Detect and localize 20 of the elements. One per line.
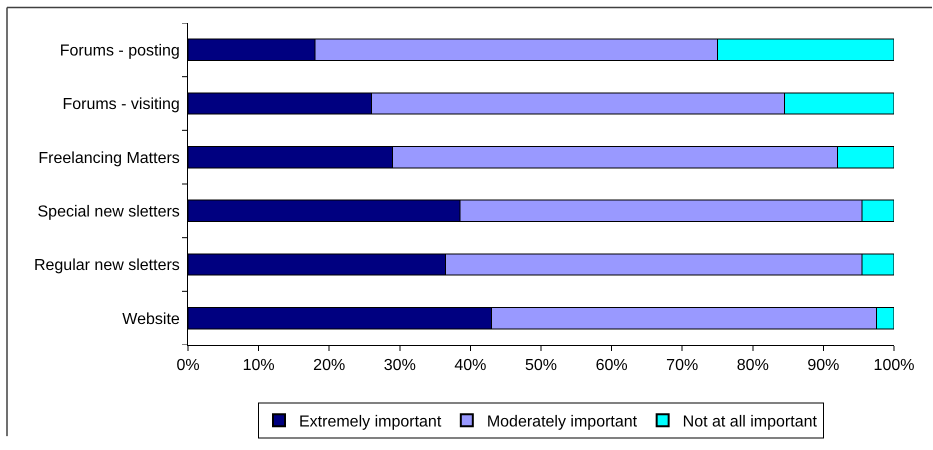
x-tick-label: 80% xyxy=(736,357,769,374)
x-tick-label: 70% xyxy=(666,357,698,374)
legend-label: Not at all important xyxy=(682,413,818,430)
x-tick-label: 50% xyxy=(524,357,558,374)
y-tick-label: Freelancing Matters xyxy=(38,150,180,167)
x-tick-label: 10% xyxy=(242,357,275,374)
legend-label: Extremely important xyxy=(299,413,442,430)
x-tick-label: 60% xyxy=(596,357,628,374)
x-tick-label: 0% xyxy=(176,357,200,374)
y-tick-label: Forums - posting xyxy=(60,42,180,60)
y-tick-label: Forums - visiting xyxy=(62,96,180,114)
y-tick-label: Website xyxy=(122,310,180,328)
x-tick-label: 100% xyxy=(874,357,914,374)
x-tick-label: 30% xyxy=(384,357,416,374)
legend-label: Moderately important xyxy=(486,413,638,430)
x-tick-label: 90% xyxy=(807,357,840,374)
y-tick-label: Special new sletters xyxy=(38,203,180,220)
y-tick-label: Regular new sletters xyxy=(34,257,180,274)
x-tick-label: 20% xyxy=(313,357,346,374)
x-tick-label: 40% xyxy=(454,357,486,374)
